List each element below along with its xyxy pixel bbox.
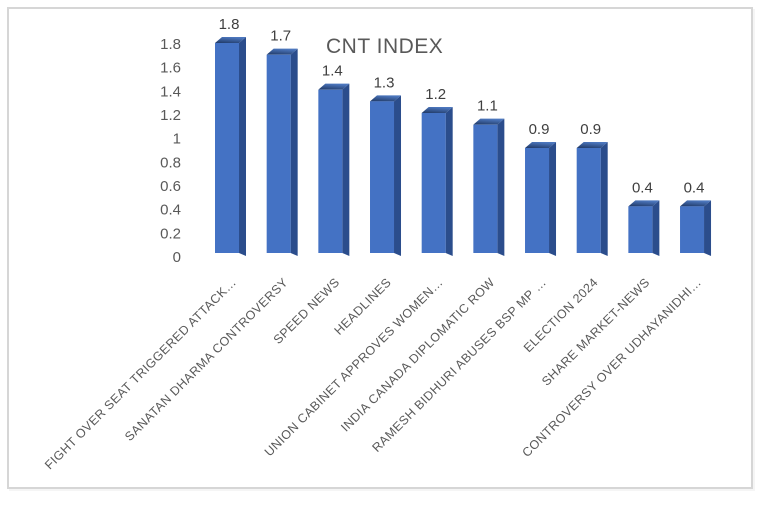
bar-value-label: 1.4 — [322, 63, 343, 80]
plot-area: 0 0.2 0.4 0.6 0.8 1 1.2 1.4 1.6 1.8 1.8 1.7 1.4 1.3 1.… — [42, 16, 712, 472]
bar-top-face — [576, 141, 608, 148]
bar — [318, 89, 343, 253]
y-axis-tick-label: 1.4 — [160, 83, 181, 100]
bar-top-face — [318, 83, 350, 90]
bar-top-face — [628, 200, 660, 207]
bar — [628, 206, 653, 253]
x-axis-category-label: SHARE MARKET-NEWS — [539, 275, 652, 388]
y-axis-tick-label: 0.6 — [160, 178, 181, 195]
y-axis-tick-label: 0 — [173, 249, 181, 266]
y-axis-tick-label: 1 — [173, 131, 181, 148]
bar — [215, 43, 239, 253]
bar-value-label: 1.2 — [425, 86, 446, 103]
bar — [525, 148, 550, 253]
bar-value-label: 1.1 — [477, 98, 498, 115]
bar-side-face — [290, 48, 298, 257]
y-axis-tick-label: 1.8 — [160, 36, 181, 53]
bar-value-label: 1.8 — [219, 16, 240, 33]
x-axis-category-label: UNION CABINET APPROVES WOMEN… — [262, 275, 446, 459]
bar-value-label: 1.7 — [270, 28, 291, 45]
bar-side-face — [445, 106, 453, 256]
x-axis-category-label: CONTROVERSY OVER UDHAYANIDHI… — [520, 275, 705, 460]
bar-top-face — [525, 141, 557, 148]
bar-value-label: 1.3 — [374, 74, 395, 91]
bar-side-face — [549, 141, 557, 256]
bar-side-face — [704, 200, 712, 256]
bar-value-label: 0.4 — [632, 179, 653, 196]
chart-title: CNT INDEX — [326, 35, 444, 58]
bar — [576, 148, 601, 253]
bar-side-face — [342, 83, 350, 256]
bar-top-face — [421, 106, 453, 113]
bar — [473, 124, 498, 253]
bar-value-label: 0.9 — [529, 121, 550, 138]
bar — [680, 206, 705, 253]
y-axis-tick-label: 0.4 — [160, 202, 181, 219]
bar-top-face — [266, 48, 298, 55]
bar — [370, 101, 395, 253]
y-axis-tick-label: 0.2 — [160, 225, 181, 242]
bar-top-face — [473, 118, 505, 125]
bar-top-face — [370, 95, 402, 102]
bar — [266, 54, 291, 254]
bar-side-face — [394, 95, 402, 256]
bar-side-face — [239, 36, 246, 256]
bar-side-face — [600, 141, 608, 256]
y-axis-tick-label: 1.2 — [160, 107, 181, 124]
bar-top-face — [215, 36, 246, 43]
y-axis-tick-label: 0.8 — [160, 154, 181, 171]
bar — [421, 113, 446, 253]
bar-value-label: 0.4 — [684, 179, 705, 196]
bar-value-label: 0.9 — [580, 121, 601, 138]
bar-side-face — [497, 118, 505, 257]
bar-top-face — [680, 200, 712, 207]
x-axis-category-label: FIGHT OVER SEAT TRIGGERED ATTACK… — [42, 275, 239, 472]
y-axis-tick-label: 1.6 — [160, 60, 181, 77]
bar-side-face — [652, 200, 660, 256]
